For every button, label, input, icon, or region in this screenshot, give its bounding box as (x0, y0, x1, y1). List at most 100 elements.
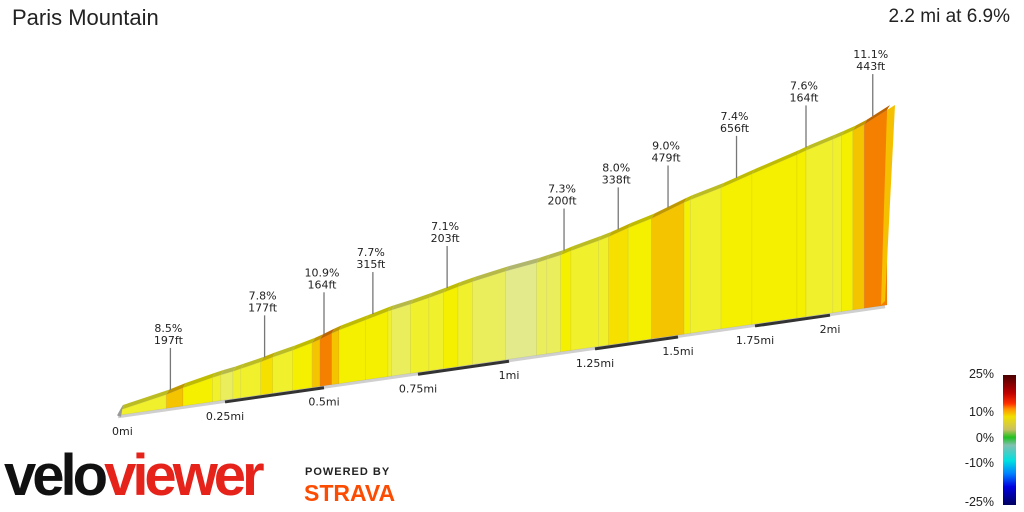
grade-segment (560, 250, 572, 353)
segment-ridge (166, 382, 186, 395)
grade-segment (651, 201, 685, 340)
grade-segment (212, 374, 222, 403)
grade-segment (505, 262, 537, 361)
grade-segment (841, 129, 854, 312)
grade-segment (832, 135, 842, 314)
x-tick-label: 2mi (820, 323, 841, 336)
powered-by-label: POWERED BY (305, 466, 391, 478)
segment-ridge (472, 266, 509, 282)
segment-ridge (120, 389, 170, 410)
annotation-length: 164ft (790, 91, 820, 104)
grade-segment (472, 270, 506, 365)
climb-summary: 2.2 mi at 6.9% (888, 6, 1010, 27)
segment-ridge (410, 292, 432, 305)
x-tick-label: 0.75mi (399, 382, 437, 395)
grade-segment (852, 124, 865, 311)
segment-ridge (536, 254, 550, 263)
annotation-length: 656ft (720, 122, 750, 135)
segment-ridge (183, 372, 216, 388)
annotation-length: 203ft (431, 232, 461, 245)
segment-ridge (841, 125, 856, 136)
segment-ridge (220, 366, 236, 375)
page-title: Paris Mountain (12, 5, 159, 30)
segment-ridge (212, 369, 224, 378)
annotation-grade: 7.4% (721, 110, 749, 123)
segment-ridge (721, 168, 755, 188)
gradient-colorbar (1003, 375, 1016, 505)
legend-label: 25% (968, 367, 994, 381)
x-tick-label: 1.75mi (736, 334, 774, 347)
segment-ridge (387, 305, 395, 312)
x-tick-label: 1.5mi (662, 345, 693, 358)
annotation-grade: 7.6% (790, 79, 818, 92)
segment-ridge (852, 119, 868, 131)
annotation-grade: 7.7% (357, 246, 385, 259)
quarter-mile-band (224, 386, 325, 404)
grade-segment (391, 303, 411, 377)
segment-ridge (312, 334, 324, 343)
annotation-length: 164ft (308, 278, 338, 291)
grade-segment (311, 338, 321, 388)
annotation-length: 443ft (856, 60, 886, 73)
grade-segment (690, 187, 722, 334)
segment-ridge (628, 213, 655, 228)
grade-segment (220, 370, 234, 401)
segment-ridge (797, 145, 809, 155)
grade-segment (232, 368, 242, 400)
grade-segment (387, 309, 392, 377)
grade-segment (546, 254, 561, 355)
segment-ridge (505, 257, 540, 272)
segment-ridge (690, 182, 725, 200)
annotation-grade: 9.0% (652, 139, 680, 152)
annotation-length: 200ft (548, 195, 578, 208)
grade-segment (796, 149, 807, 319)
annotation-grade: 7.3% (548, 183, 576, 196)
segment-ridge (292, 337, 316, 351)
segment-ridge (570, 235, 602, 251)
segment-ridge (365, 306, 391, 320)
segment-ridge (443, 281, 462, 293)
grade-segment (570, 240, 599, 351)
segment-ridge (684, 194, 694, 203)
quarter-mile-band (417, 359, 510, 376)
segment-ridge (260, 352, 276, 362)
annotation-grade: 7.8% (249, 289, 277, 302)
annotation-grade: 8.0% (602, 161, 630, 174)
legend-label: -10% (964, 456, 994, 470)
profile-start-face (117, 405, 123, 417)
grade-segment (805, 138, 834, 317)
segment-ridge (320, 328, 335, 340)
segment-ridge (651, 197, 688, 219)
x-tick-label: 0mi (112, 425, 133, 438)
segment-ridge (391, 299, 414, 311)
segment-ridge (546, 249, 564, 260)
segment-ridge (598, 231, 612, 241)
x-tick-label: 0.5mi (308, 396, 339, 409)
segment-ridge (864, 105, 890, 125)
grade-segment (410, 297, 430, 374)
legend-label: -25% (964, 495, 994, 509)
segment-ridge (331, 325, 343, 334)
profile-end-face (881, 105, 895, 305)
grade-segment (338, 319, 366, 384)
legend-label: 0% (975, 431, 994, 445)
segment-ridge (428, 287, 447, 298)
segment-ridge (339, 314, 369, 331)
grade-segment (536, 259, 548, 356)
grade-segment (720, 173, 753, 330)
grade-segment (292, 342, 313, 391)
grade-segment (751, 154, 798, 325)
segment-ridge (608, 222, 632, 237)
grade-segment (365, 310, 389, 381)
segment-ridge (751, 149, 800, 174)
annotation-length: 177ft (248, 301, 278, 314)
x-tick-label: 1.25mi (576, 357, 614, 370)
annotation-length: 338ft (602, 173, 632, 186)
grade-segment (683, 199, 691, 335)
grade-segment (272, 349, 293, 394)
grade-segment (598, 236, 609, 347)
legend-label: 10% (968, 405, 994, 419)
x-tick-label: 1mi (499, 369, 520, 382)
grade-segment (627, 218, 652, 343)
